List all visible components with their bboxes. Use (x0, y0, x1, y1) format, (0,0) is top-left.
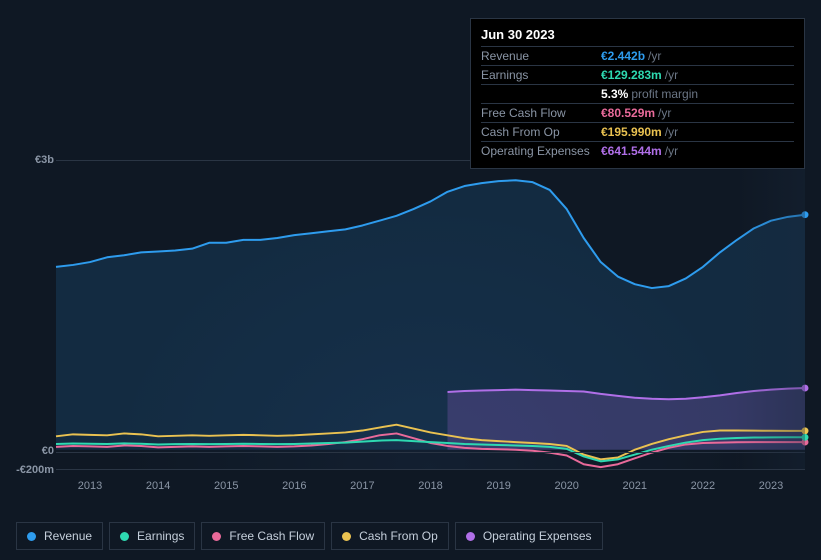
tooltip-row-value: €2.442b (601, 49, 645, 63)
tooltip-row-value: 5.3% (601, 87, 628, 101)
x-tick-label: 2023 (737, 480, 805, 492)
series-end-point (802, 211, 809, 218)
chart-tooltip: Jun 30 2023 Revenue€2.442b/yrEarnings€12… (470, 18, 805, 169)
legend-item[interactable]: Free Cash Flow (201, 522, 325, 550)
x-tick-label: 2013 (56, 480, 124, 492)
tooltip-row: 5.3%profit margin (481, 84, 794, 103)
x-tick-label: 2021 (601, 480, 669, 492)
financial-chart[interactable]: €3b €0 -€200m 2013201420152016201720182019… (16, 150, 805, 500)
legend-label: Free Cash Flow (229, 529, 314, 543)
legend-swatch (466, 532, 475, 541)
tooltip-row-value: €195.990m (601, 125, 662, 139)
tooltip-row-unit: /yr (648, 49, 661, 63)
legend-item[interactable]: Operating Expenses (455, 522, 603, 550)
tooltip-row-value: €641.544m (601, 144, 662, 158)
legend-item[interactable]: Cash From Op (331, 522, 449, 550)
legend-swatch (120, 532, 129, 541)
tooltip-row-label: Cash From Op (481, 125, 601, 139)
x-tick-label: 2015 (192, 480, 260, 492)
legend-label: Earnings (137, 529, 184, 543)
tooltip-row-label (481, 87, 601, 101)
tooltip-row: Revenue€2.442b/yr (481, 46, 794, 65)
legend-swatch (342, 532, 351, 541)
zero-gridline (56, 452, 805, 453)
legend-label: Operating Expenses (483, 529, 592, 543)
tooltip-date: Jun 30 2023 (481, 27, 794, 46)
series-svg (56, 161, 805, 469)
tooltip-row: Cash From Op€195.990m/yr (481, 122, 794, 141)
x-tick-label: 2016 (260, 480, 328, 492)
tooltip-row-label: Free Cash Flow (481, 106, 601, 120)
tooltip-row-sub: profit margin (631, 87, 698, 101)
tooltip-row-label: Earnings (481, 68, 601, 82)
legend: Revenue Earnings Free Cash Flow Cash From O… (16, 522, 603, 550)
tooltip-row-unit: /yr (658, 106, 671, 120)
y-tick-label: €0 (42, 445, 54, 457)
tooltip-row: Earnings€129.283m/yr (481, 65, 794, 84)
legend-item[interactable]: Revenue (16, 522, 103, 550)
x-tick-label: 2019 (465, 480, 533, 492)
x-tick-label: 2022 (669, 480, 737, 492)
tooltip-row-value: €80.529m (601, 106, 655, 120)
x-tick-label: 2014 (124, 480, 192, 492)
legend-label: Cash From Op (359, 529, 438, 543)
series-end-point (802, 434, 809, 441)
tooltip-row-unit: /yr (665, 68, 678, 82)
legend-swatch (27, 532, 36, 541)
x-axis: 2013201420152016201720182019202020212022… (56, 480, 805, 492)
x-tick-label: 2018 (396, 480, 464, 492)
y-tick-label: -€200m (16, 464, 54, 476)
legend-item[interactable]: Earnings (109, 522, 195, 550)
tooltip-row: Free Cash Flow€80.529m/yr (481, 103, 794, 122)
tooltip-row: Operating Expenses€641.544m/yr (481, 141, 794, 160)
tooltip-row-unit: /yr (665, 125, 678, 139)
x-tick-label: 2017 (328, 480, 396, 492)
legend-swatch (212, 532, 221, 541)
series-end-point (802, 427, 809, 434)
y-tick-label: €3b (35, 154, 54, 166)
tooltip-row-label: Operating Expenses (481, 144, 601, 158)
plot-area (56, 160, 805, 470)
series-end-point (802, 385, 809, 392)
y-axis: €3b €0 -€200m (16, 150, 54, 500)
tooltip-row-value: €129.283m (601, 68, 662, 82)
tooltip-row-unit: /yr (665, 144, 678, 158)
x-tick-label: 2020 (533, 480, 601, 492)
legend-label: Revenue (44, 529, 92, 543)
tooltip-row-label: Revenue (481, 49, 601, 63)
